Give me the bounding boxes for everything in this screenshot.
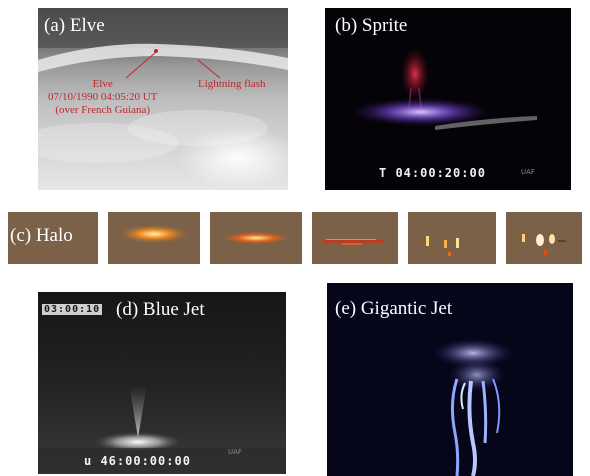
sprite-panel: (b) Sprite T 04:00:20:00 UAF [325, 8, 571, 190]
halo-frame-2-image [218, 231, 294, 245]
blue-jet-top-stamp: 03:00:10 [42, 304, 103, 315]
halo-frame-4 [408, 212, 496, 264]
blue-jet-source-mark: UAF [228, 448, 242, 456]
halo-title: (c) Halo [10, 225, 73, 246]
gigantic-jet-title: (e) Gigantic Jet [335, 298, 453, 319]
halo-frame-5 [506, 212, 582, 264]
gigantic-jet-photo [433, 339, 513, 476]
elve-title: (a) Elve [44, 15, 105, 36]
elve-photo [38, 8, 288, 190]
halo-frame-2 [210, 212, 302, 264]
halo-frame-3-image [322, 239, 384, 245]
halo-frame-1 [108, 212, 200, 264]
sprite-photo [351, 48, 537, 130]
blue-jet-panel: 03:00:10 (d) Blue Jet u 46:00:00:00 UAF [38, 292, 286, 474]
elve-annotation-line-2: 07/10/1990 04:05:20 UT [48, 91, 158, 104]
halo-frame-5-image [522, 234, 566, 255]
blue-jet-timestamp: u 46:00:00:00 [84, 454, 191, 468]
blue-jet-title: (d) Blue Jet [116, 299, 205, 320]
halo-label-frame: (c) Halo [8, 212, 98, 264]
elve-annotation-line-3: (over French Guiana) [55, 104, 151, 117]
halo-frame-3 [312, 212, 398, 264]
elve-annotation: Elve 07/10/1990 04:05:20 UT (over French… [48, 78, 157, 118]
elve-annotation-line-1: Elve [92, 78, 113, 90]
halo-frame-4-image [426, 236, 459, 256]
lightning-flash-label: Lightning flash [198, 78, 266, 90]
gigantic-jet-panel: (e) Gigantic Jet [327, 283, 573, 476]
blue-jet-photo [38, 386, 286, 474]
elve-panel: (a) Elve Elve 07/10/1990 04:05:20 UT (ov… [38, 8, 288, 190]
sprite-source-mark: UAF [521, 168, 535, 176]
sprite-title: (b) Sprite [335, 15, 408, 36]
halo-frame-1-image [116, 224, 192, 244]
sprite-timestamp: T 04:00:20:00 [379, 166, 486, 180]
